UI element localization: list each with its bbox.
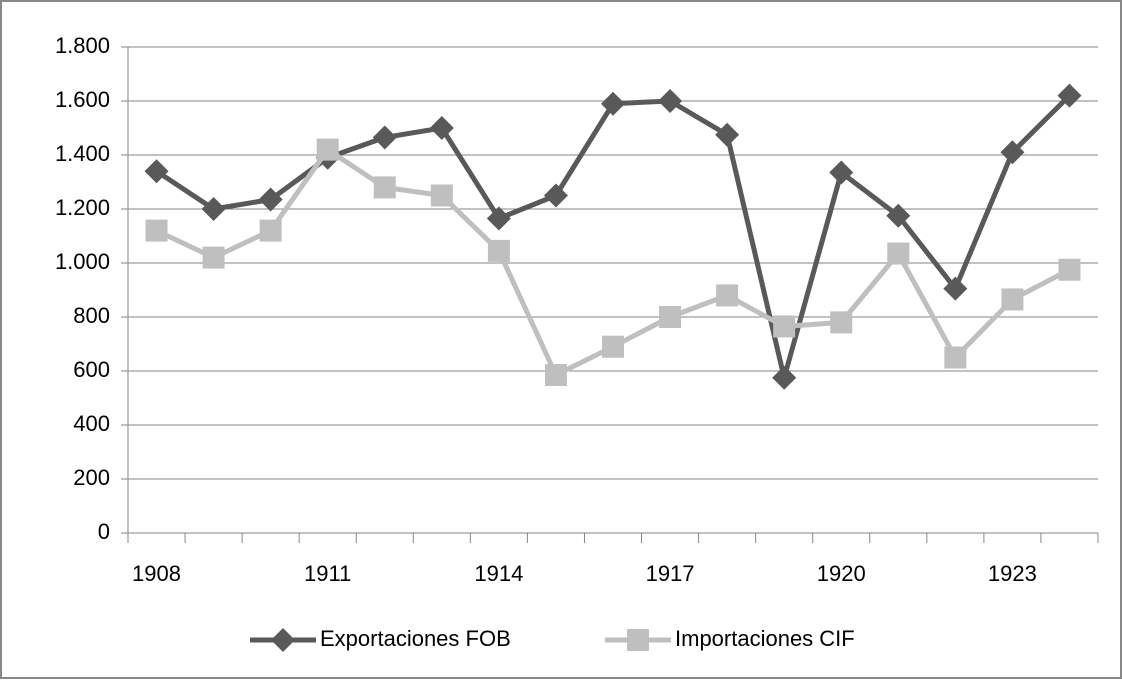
x-tick-label: 1914 — [474, 561, 523, 586]
marker — [1001, 288, 1024, 311]
marker — [258, 187, 283, 212]
marker — [658, 89, 683, 113]
x-tick-label: 1923 — [988, 561, 1037, 586]
marker — [773, 315, 796, 338]
marker — [602, 335, 624, 358]
marker — [372, 125, 397, 150]
marker — [659, 306, 682, 328]
marker — [601, 91, 625, 116]
x-tick-label: 1908 — [132, 561, 181, 586]
marker — [429, 116, 454, 140]
marker — [487, 239, 510, 262]
y-tick-label: 0 — [98, 519, 110, 544]
marker — [201, 197, 226, 221]
y-tick-label: 1.400 — [55, 141, 110, 166]
legend-marker — [271, 628, 295, 652]
marker — [259, 219, 282, 242]
marker — [944, 346, 967, 369]
marker — [887, 242, 910, 265]
y-tick-label: 600 — [73, 357, 110, 382]
marker — [886, 203, 911, 228]
y-tick-label: 1.000 — [55, 249, 110, 274]
marker — [430, 184, 453, 207]
plot — [144, 83, 1082, 390]
marker — [202, 246, 225, 269]
x-tick-label: 1911 — [304, 561, 351, 586]
marker — [543, 183, 568, 208]
marker — [829, 160, 854, 185]
marker — [1058, 258, 1081, 281]
x-tick-label: 1920 — [817, 561, 866, 586]
marker — [772, 365, 797, 390]
x-tick-label: 1917 — [646, 561, 695, 586]
marker — [145, 219, 168, 242]
marker — [1057, 83, 1082, 108]
legend-label: Exportaciones FOB — [320, 626, 511, 651]
marker — [373, 176, 396, 199]
legend-label: Importaciones CIF — [675, 626, 855, 651]
legend-marker — [627, 629, 649, 651]
marker — [144, 159, 169, 184]
marker — [830, 311, 853, 334]
marker — [486, 206, 511, 231]
y-tick-label: 200 — [73, 465, 110, 490]
marker — [316, 138, 339, 161]
marker — [715, 122, 740, 147]
y-tick-label: 800 — [73, 303, 110, 328]
marker — [544, 364, 567, 387]
y-tick-label: 1.800 — [55, 33, 110, 58]
marker — [1000, 140, 1025, 165]
marker — [716, 284, 739, 307]
y-tick-label: 1.600 — [55, 87, 110, 112]
legend: Exportaciones FOB Importaciones CIF — [250, 626, 855, 652]
y-tick-label: 1.200 — [55, 195, 110, 220]
marker — [943, 276, 968, 301]
y-tick-label: 400 — [73, 411, 110, 436]
